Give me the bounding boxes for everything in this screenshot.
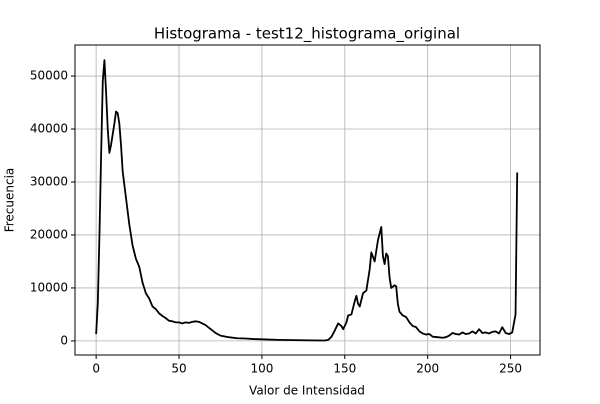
chart-title: Histograma - test12_histograma_original: [154, 25, 460, 44]
x-tick-label: 0: [92, 362, 100, 376]
x-axis-label: Valor de Intensidad: [249, 384, 365, 398]
x-tick-label: 150: [333, 362, 356, 376]
x-tick-label: 200: [416, 362, 439, 376]
x-tick-label: 50: [171, 362, 186, 376]
y-axis-label: Frecuencia: [3, 168, 17, 233]
y-tick-label: 20000: [30, 227, 68, 241]
x-tick-label: 100: [250, 362, 273, 376]
plot-frame: [74, 44, 541, 356]
y-tick-label: 40000: [30, 122, 68, 136]
data-line: [95, 59, 519, 342]
y-tick-label: 0: [60, 333, 68, 347]
x-tick-label: 250: [499, 362, 522, 376]
y-tick-label: 10000: [30, 280, 68, 294]
y-tick-label: 30000: [30, 174, 68, 188]
y-tick-label: 50000: [30, 69, 68, 83]
